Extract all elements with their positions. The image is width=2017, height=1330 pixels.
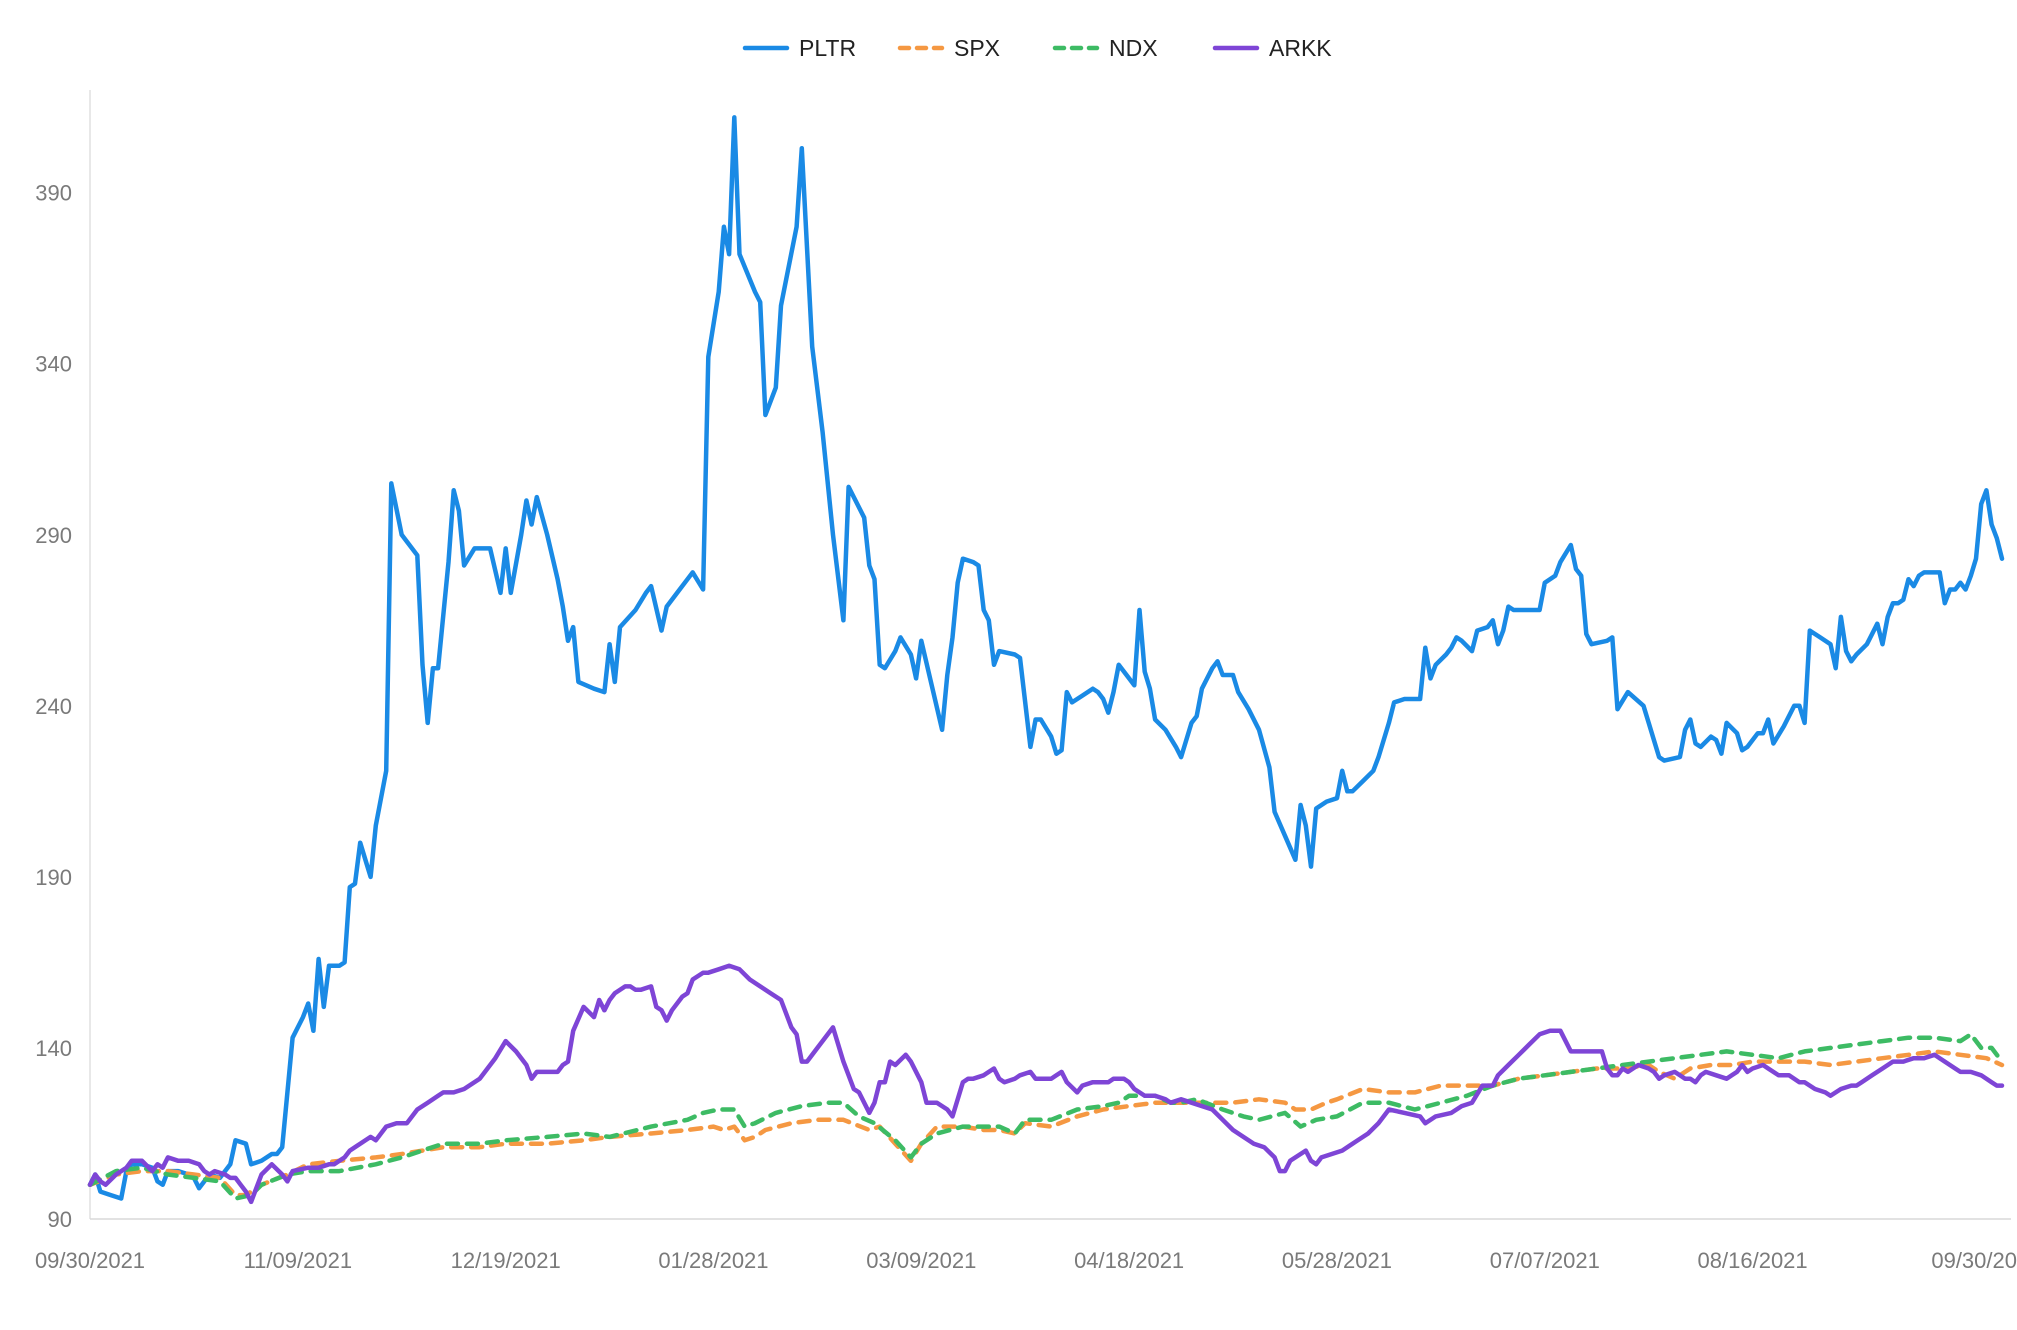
x-tick-label: 04/18/2021 [1074, 1248, 1184, 1273]
legend-label: PLTR [799, 35, 856, 61]
x-tick-label: 12/19/2021 [451, 1248, 561, 1273]
y-tick-label: 90 [48, 1207, 72, 1232]
legend-item-pltr[interactable]: PLTR [742, 35, 856, 61]
series-line-arkk [87, 963, 2005, 1205]
legend-item-arkk[interactable]: ARKK [1212, 35, 1332, 61]
x-tick-label: 09/30/2021 [35, 1248, 145, 1273]
legend-label: ARKK [1269, 35, 1332, 61]
x-axis-ticks: 09/30/2021 11/09/2021 12/19/2021 01/28/2021… [35, 1248, 2017, 1273]
series-layer [87, 115, 2005, 1205]
legend-label: NDX [1109, 35, 1158, 61]
x-tick-label: 01/28/2021 [658, 1248, 768, 1273]
legend: PLTR SPX NDX ARKK [742, 35, 1332, 61]
x-tick-label: 11/09/2021 [244, 1248, 352, 1273]
legend-label: SPX [954, 35, 1000, 61]
y-tick-label: 240 [35, 694, 72, 719]
x-tick-label: 03/09/2021 [866, 1248, 976, 1273]
y-tick-label: 390 [35, 181, 72, 206]
y-tick-label: 190 [35, 865, 72, 890]
legend-item-spx[interactable]: SPX [897, 35, 1000, 61]
x-tick-label: 09/30/2021 [1931, 1248, 2017, 1273]
y-tick-label: 140 [35, 1036, 72, 1061]
series-line-ndx [87, 1032, 2005, 1201]
x-tick-label: 05/28/2021 [1282, 1248, 1392, 1273]
y-tick-label: 340 [35, 352, 72, 377]
series-line-pltr [87, 115, 2005, 1201]
legend-item-ndx[interactable]: NDX [1052, 35, 1158, 61]
axes [89, 90, 2011, 1220]
x-tick-label: 08/16/2021 [1698, 1248, 1808, 1273]
x-tick-label: 07/07/2021 [1490, 1248, 1600, 1273]
y-axis-ticks: 90 140 190 240 290 340 390 [35, 181, 72, 1232]
y-tick-label: 290 [35, 523, 72, 548]
